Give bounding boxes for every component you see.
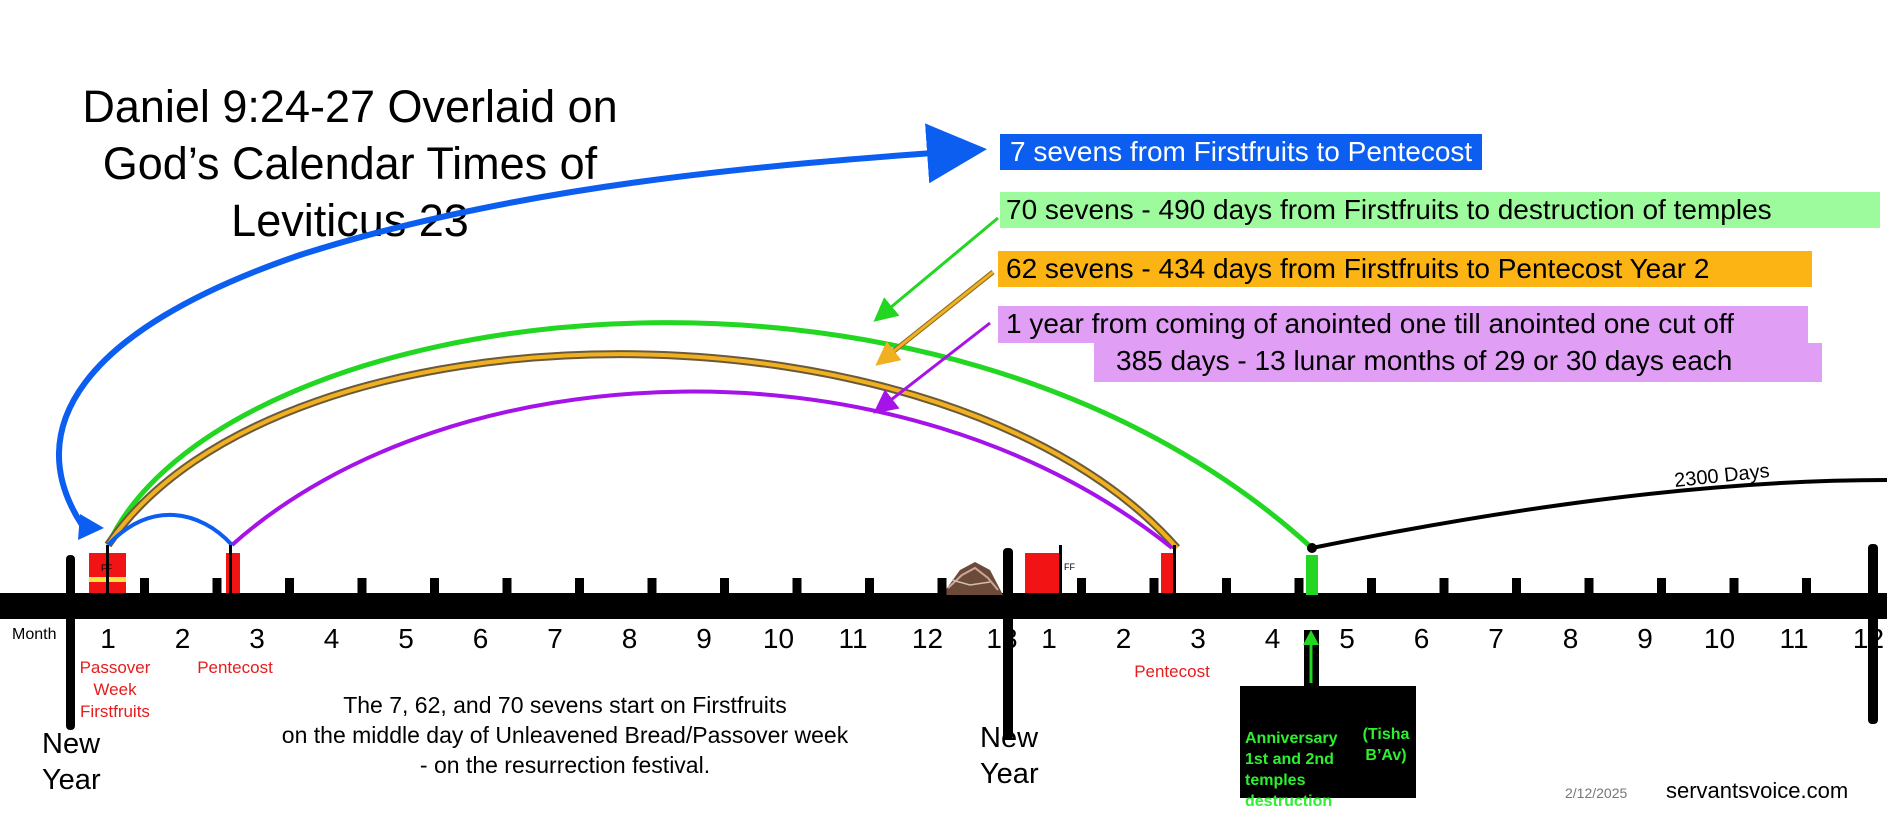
month-label-year2-6: 6 [1414,623,1430,654]
anniversary-box [1240,686,1416,798]
tick-year2 [1077,578,1086,595]
new-year-marker-1 [66,555,75,730]
rock-pile-icon [942,562,1003,595]
date-stamp: 2/12/2025 [1565,785,1628,801]
tick-year2 [1584,578,1594,595]
tick-year1 [212,578,222,595]
month-label-year1-3: 3 [249,623,265,654]
timeline-bar [0,593,1887,619]
month-label-year1-11: 11 [838,623,867,654]
month-label-year2-3: 3 [1190,623,1206,654]
label-1-year-line2: 385 days - 13 lunar months of 29 or 30 d… [1094,343,1822,382]
month-label-year1-13: 13 [986,623,1017,654]
new-year-label-1: New Year [42,728,101,796]
label-62-sevens: 62 sevens - 434 days from Firstfruits to… [998,251,1812,287]
blue-small-arc [106,512,234,547]
sevens-start-note: The 7, 62, and 70 sevens start on Firstf… [281,692,849,778]
new-year-marker-2 [1003,548,1013,740]
end-marker [1868,544,1878,724]
orange-arc [104,350,1180,551]
pentecost-block-1 [226,553,240,593]
svg-text:FF: FF [1064,562,1075,572]
month-label-year2-10: 10 [1704,623,1735,654]
page-title: Daniel 9:24-27 Overlaid on God’s Calenda… [82,81,618,246]
timeline-ticks [140,578,1811,595]
passover-block-2 [1025,553,1061,593]
label-7-sevens: 7 sevens from Firstfruits to Pentecost [1000,134,1483,170]
timeline-month-labels: 1 2 3 4 5 6 7 8 9 10 11 12 13 1 2 3 4 5 6 7 8 9 10 11 12 [100,623,1884,654]
tick-year2 [1657,578,1666,595]
month-label-year2-7: 7 [1488,623,1504,654]
month-label-year2-1: 1 [1041,623,1057,654]
tick-year2 [1729,578,1739,595]
month-axis-label: Month [12,626,57,643]
tick-year2 [1802,578,1811,595]
blue-arrowhead-start [78,514,104,540]
tick-year1 [937,578,947,595]
tick-year1 [865,578,874,595]
month-label-year2-4: 4 [1265,623,1281,654]
green-arc [105,320,1314,550]
month-label-year1-4: 4 [324,623,340,654]
month-label-year1-10: 10 [763,623,794,654]
tick-year1 [285,578,294,595]
passover-note: Passover Week Firstfruits [79,658,151,721]
blue-arc-to-label [56,123,987,527]
month-label-year1-6: 6 [473,623,489,654]
month-label-year1-5: 5 [398,623,414,654]
tick-year2 [1294,578,1304,595]
tick-year1 [792,578,802,595]
month-label-year1-9: 9 [696,623,712,654]
purple-pointer [873,321,991,414]
pentecost-note-1: Pentecost [197,658,273,677]
month-label-year2-2: 2 [1116,623,1132,654]
green-pointer [873,216,999,322]
month-label-year1-8: 8 [622,623,638,654]
label-70-sevens: 70 sevens - 490 days from Firstfruits to… [1000,192,1880,228]
pentecost-note-2: Pentecost [1134,662,1210,681]
2300-days-line [1311,478,1887,550]
tick-year1 [502,578,512,595]
tick-year1 [720,578,729,595]
tisha-bav-text: (Tisha B’Av) [1362,726,1410,764]
tick-year1 [647,578,657,595]
tick-year1 [357,578,367,595]
month-label-year2-11: 11 [1779,623,1808,654]
tick-year1 [575,578,584,595]
month-label-year2-8: 8 [1563,623,1579,654]
month-label-year1-7: 7 [547,623,563,654]
site-credit: servantsvoice.com [1666,778,1849,803]
tick-year2 [1222,578,1231,595]
purple-arc [230,389,1174,550]
tick-year1 [140,578,149,595]
month-label-year1-1: 1 [100,623,116,654]
month-label-year2-9: 9 [1637,623,1653,654]
label-1-year-line1: 1 year from coming of anointed one till … [998,306,1808,343]
month-label-year2-12: 12 [1853,623,1884,654]
month-label-year1-2: 2 [175,623,191,654]
month-label-year1-12: 12 [912,623,943,654]
pentecost-block-2 [1161,553,1174,593]
tick-year2 [1367,578,1376,595]
anniversary-block [1306,555,1318,595]
tick-year1 [430,578,439,595]
anniversary-text: Anniversary 1st and 2nd temples destruct… [1245,730,1338,810]
tick-year2 [1512,578,1521,595]
month-label-year2-5: 5 [1339,623,1355,654]
tick-year2 [1149,578,1159,595]
tick-year2 [1439,578,1449,595]
new-year-label-2: New Year [980,722,1039,790]
